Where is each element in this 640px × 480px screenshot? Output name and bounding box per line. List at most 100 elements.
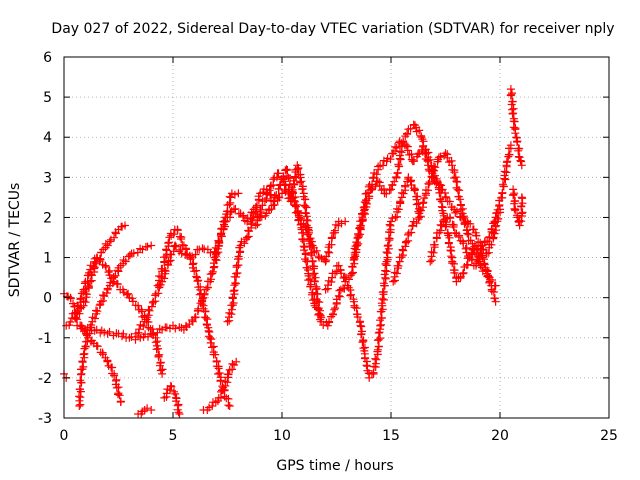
data-point [217,387,225,396]
data-point [143,242,152,251]
data-point [158,369,167,378]
data-point [399,246,408,255]
data-point [77,289,86,298]
data-point [225,200,234,209]
data-point [345,275,353,284]
y-tick-label: 1 [43,251,52,267]
data-point [171,389,180,398]
data-point [443,153,452,162]
data-point [105,327,114,336]
data-point [392,173,401,182]
x-tick-label: 20 [491,428,509,444]
data-point [267,205,276,214]
data-point [450,268,459,277]
data-point [236,248,244,257]
data-point [306,275,314,283]
data-point [509,191,518,200]
data-point [223,378,232,387]
data-point [97,297,106,306]
data-point [147,241,156,250]
data-point [490,294,499,303]
data-point [485,232,494,241]
data-point [387,185,395,194]
data-point [328,233,337,242]
data-point [359,337,368,345]
data-point [415,213,424,222]
data-point [508,109,517,118]
data-point [174,400,183,409]
data-point [139,322,148,331]
data-point [462,248,471,257]
data-point [136,333,145,342]
data-point [213,244,222,253]
y-tick-label: 5 [43,90,52,106]
data-point [169,230,178,239]
data-point [394,205,403,214]
data-point [90,254,99,263]
data-point [224,370,233,379]
data-point [208,402,217,410]
axis-ticks: 0 5 10 15 20 25 -3 -2 -1 0 1 2 3 4 5 6 [38,50,618,444]
data-point [412,219,421,228]
x-tick-label: 15 [382,428,400,444]
data-point [76,376,85,385]
data-point [352,245,361,254]
series-sat-track-j [153,225,234,410]
data-point [517,202,526,211]
data-point [239,211,248,220]
data-point [246,214,255,223]
data-point [464,252,473,261]
data-point [374,335,383,344]
y-axis-label: SDTVAR / TECUs [7,183,23,298]
data-point [91,314,99,323]
data-point [173,226,182,235]
data-point [415,126,424,135]
data-point [243,233,252,242]
data-point [265,186,274,195]
data-point [444,238,453,247]
data-point [291,201,300,210]
data-point [281,180,290,189]
data-point [361,353,370,362]
data-point [76,295,85,304]
data-point [312,246,321,255]
data-point [215,369,224,377]
data-point [89,262,98,271]
data-point [394,261,403,270]
data-point [487,225,496,234]
data-point [429,248,438,257]
data-point [143,404,152,413]
data-point [424,179,433,188]
data-point [143,313,152,322]
data-point [372,355,381,364]
data-point [402,141,411,150]
data-point [303,216,312,225]
data-point [374,329,383,337]
data-point [182,321,190,330]
data-point [198,244,207,253]
data-point [356,321,365,330]
data-point [452,207,461,216]
data-point [75,392,83,401]
data-point [402,237,411,246]
data-point [509,123,518,132]
data-point [76,400,85,409]
data-point [410,157,418,166]
data-point [253,212,262,221]
data-point [483,237,492,246]
data-point [172,242,181,251]
data-point [430,240,439,249]
data-point [194,276,203,285]
y-tick-label: 3 [43,170,52,186]
data-point [413,150,422,159]
data-point [307,251,316,260]
data-point [354,229,363,238]
data-point [517,209,526,218]
data-point [477,246,486,254]
data-point [368,180,376,189]
data-point [287,187,296,196]
data-point [145,306,154,315]
data-point [336,265,345,274]
data-point [186,255,195,264]
data-point [492,209,501,218]
